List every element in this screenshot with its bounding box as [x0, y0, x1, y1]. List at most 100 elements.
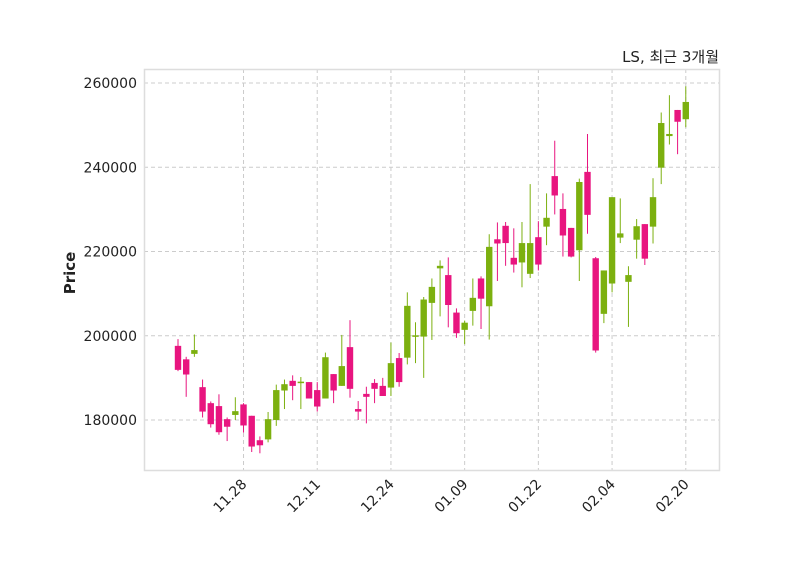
- candle-up: [666, 95, 673, 145]
- candle-up: [682, 86, 689, 128]
- candle-up: [412, 322, 419, 364]
- candle-body: [633, 226, 640, 240]
- y-tick-label: 220000: [84, 245, 137, 261]
- y-axis-label: Price: [61, 252, 79, 295]
- candle-up: [608, 197, 616, 293]
- candle-up: [600, 270, 608, 324]
- candle-body: [543, 217, 550, 227]
- candle-body: [608, 197, 616, 284]
- candle-down: [592, 256, 599, 353]
- candle-body: [641, 224, 649, 259]
- candle-body: [453, 312, 460, 334]
- candle-body: [551, 176, 558, 196]
- candle-body: [518, 243, 526, 263]
- candle-body: [215, 406, 223, 433]
- candle-body: [502, 225, 509, 244]
- candle-body: [404, 305, 411, 358]
- candle-down: [199, 379, 206, 418]
- y-tick-label: 240000: [84, 160, 137, 176]
- candle-down: [502, 222, 509, 266]
- x-tick-label: 11.28: [211, 477, 251, 517]
- candle-up: [576, 178, 583, 281]
- x-tick-label: 01.09: [432, 477, 472, 517]
- candle-body: [248, 415, 255, 447]
- candle-down: [559, 193, 567, 257]
- candle-body: [371, 382, 378, 389]
- candle-down: [330, 374, 337, 404]
- candle-body: [469, 297, 477, 311]
- candle-down: [207, 401, 214, 428]
- candles: [174, 86, 689, 454]
- candle-body: [191, 350, 198, 354]
- candle-body: [174, 345, 182, 370]
- candle-up: [404, 292, 411, 365]
- y-tick-label: 260000: [84, 76, 137, 92]
- candle-body: [354, 409, 362, 412]
- candle-body: [617, 233, 624, 238]
- candle-body: [182, 359, 190, 375]
- candle-down: [182, 356, 190, 397]
- candle-body: [207, 403, 214, 425]
- candle-down: [240, 403, 247, 433]
- candle-body: [199, 387, 206, 412]
- candle-up: [191, 334, 198, 357]
- candle-down: [248, 415, 255, 453]
- x-tick-label: 02.04: [579, 476, 619, 516]
- candle-body: [297, 381, 305, 384]
- candle-up: [461, 320, 468, 345]
- candle-body: [264, 419, 272, 440]
- candle-body: [240, 404, 247, 426]
- candle-body: [281, 384, 288, 391]
- plot-frame: [143, 68, 721, 472]
- candle-body: [658, 123, 665, 168]
- candle-body: [526, 243, 534, 274]
- x-tick-labels: 11.28 12.11 12.24 01.09 01.22 02.04 02.20: [211, 476, 693, 516]
- candle-up: [658, 112, 665, 185]
- candle-down: [494, 222, 501, 281]
- candle-body: [436, 265, 444, 269]
- candle-body: [592, 258, 599, 351]
- grid: [144, 69, 720, 471]
- x-tick-label: 01.22: [506, 477, 546, 517]
- candle-body: [486, 246, 493, 307]
- candle-body: [428, 286, 436, 303]
- candle-up: [518, 222, 526, 288]
- candle-body: [314, 390, 321, 407]
- candle-down: [371, 379, 378, 404]
- candle-up: [469, 278, 477, 326]
- candle-down: [445, 257, 452, 328]
- candle-body: [273, 390, 280, 420]
- candle-body: [420, 299, 427, 337]
- candle-body: [666, 133, 673, 137]
- candle-up: [428, 278, 436, 340]
- candle-down: [510, 228, 517, 273]
- candle-down: [346, 320, 354, 398]
- y-tick-label: 180000: [84, 413, 137, 429]
- candle-up: [486, 234, 493, 340]
- candle-down: [641, 224, 649, 265]
- candle-up: [420, 296, 427, 378]
- candle-body: [395, 358, 403, 383]
- candle-down: [535, 221, 542, 271]
- candle-down: [289, 375, 296, 401]
- candle-down: [584, 133, 591, 234]
- candle-down: [477, 276, 485, 330]
- candle-down: [379, 377, 386, 396]
- candle-body: [412, 335, 419, 337]
- x-tick-label: 12.24: [358, 476, 398, 516]
- candle-up: [264, 411, 272, 443]
- candle-up: [338, 334, 345, 386]
- candle-up: [633, 219, 640, 259]
- candle-body: [461, 322, 468, 330]
- candle-up: [322, 352, 329, 399]
- candle-down: [395, 353, 403, 387]
- candle-body: [232, 411, 239, 415]
- candle-down: [354, 401, 362, 420]
- candle-up: [232, 397, 239, 420]
- candle-body: [445, 275, 452, 305]
- x-tick-label: 12.11: [284, 477, 324, 517]
- x-tick-label: 02.20: [653, 477, 693, 517]
- candle-down: [215, 394, 223, 435]
- candle-body: [289, 380, 296, 386]
- candle-body: [363, 393, 370, 397]
